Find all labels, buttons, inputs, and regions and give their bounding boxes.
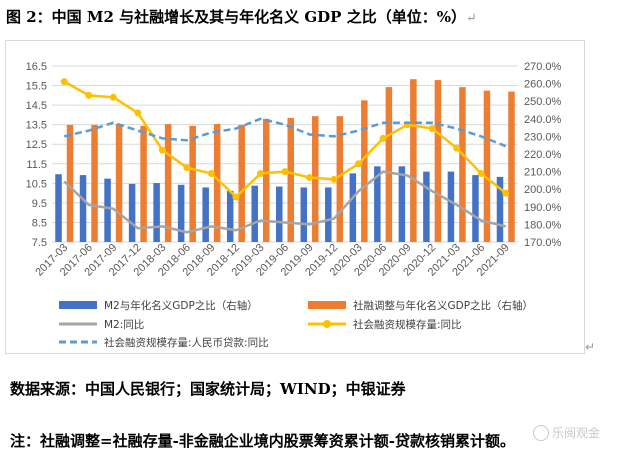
- point-sf-yoy: [330, 175, 338, 183]
- y-right-tick-label: 220.0%: [524, 149, 562, 161]
- legend-label: 社融调整与年化名义GDP之比（右轴）: [353, 299, 533, 312]
- chart-svg: 7.5 8.5 9.5 10.5 11.5 12.5 13.5 14.5 15.5 16.5 170…: [26, 61, 562, 349]
- legend-label: 社会融资规模存量:人民币贷款:同比: [104, 336, 269, 349]
- y-left-tick-label: 10.5: [26, 178, 47, 190]
- bar-m2-gdp: [423, 171, 430, 242]
- point-sf-yoy: [355, 160, 363, 168]
- bar-sf-gdp: [287, 117, 294, 242]
- bar-sf-gdp: [336, 116, 344, 242]
- paragraph-mark-icon: ↵: [465, 11, 477, 26]
- bar-m2-gdp: [300, 187, 308, 242]
- bar-m2-gdp: [325, 187, 332, 242]
- bar-sf-gdp: [140, 125, 147, 242]
- y-left-tick-label: 11.5: [26, 159, 47, 171]
- line-sf-loan-yoy: [63, 117, 507, 148]
- y-right-tick-label: 210.0%: [524, 167, 562, 179]
- point-sf-yoy: [379, 134, 387, 142]
- point-sf-yoy: [502, 189, 510, 197]
- point-sf-yoy: [109, 93, 117, 101]
- y-right-tick-label: 190.0%: [524, 202, 562, 214]
- bar-sf-gdp: [238, 124, 245, 242]
- y-left-tick-label: 7.5: [32, 237, 47, 249]
- y-right-tick-label: 200.0%: [524, 184, 562, 196]
- y-right-tick-label: 230.0%: [524, 131, 562, 143]
- bar-sf-gdp: [189, 125, 196, 242]
- y-left-tick-label: 16.5: [26, 61, 47, 73]
- bar-sf-gdp: [483, 90, 491, 242]
- bar-m2-gdp: [226, 190, 234, 242]
- bar-sf-gdp: [66, 124, 74, 242]
- legend-label: M2:同比: [104, 318, 144, 331]
- point-sf-yoy: [60, 78, 68, 86]
- point-sf-yoy: [477, 170, 485, 178]
- figure-title: 图 2：中国 M2 与社融增长及其与年化名义 GDP 之比（单位：%）↵: [6, 6, 477, 27]
- y-right-tick-label: 250.0%: [524, 96, 562, 108]
- point-sf-yoy: [281, 168, 289, 176]
- point-sf-yoy: [256, 170, 264, 178]
- y-left-tick-label: 12.5: [26, 139, 47, 151]
- bar-m2-gdp: [128, 183, 136, 242]
- y-right-tick-label: 260.0%: [524, 79, 562, 91]
- legend-swatch: [59, 301, 97, 309]
- point-sf-yoy: [232, 193, 240, 201]
- bar-m2-gdp: [55, 174, 62, 242]
- bar-m2-gdp: [374, 166, 381, 242]
- chart-note: 注：社融调整=社融存量-非金融企业境内股票筹资累计额-贷款核销累计额。: [10, 432, 516, 450]
- point-sf-yoy: [453, 144, 461, 152]
- bar-m2-gdp: [202, 187, 209, 242]
- bar-sf-gdp: [213, 124, 221, 242]
- y-left-tick-label: 15.5: [26, 81, 47, 93]
- watermark-logo-icon: [533, 424, 549, 441]
- y-left-tick-label: 13.5: [26, 120, 47, 132]
- bar-m2-gdp: [472, 175, 479, 242]
- bar-sf-gdp: [361, 100, 368, 242]
- point-sf-yoy: [183, 164, 191, 172]
- point-sf-yoy: [207, 170, 215, 178]
- legend-swatch-marker: [323, 320, 331, 328]
- point-sf-yoy: [428, 125, 436, 133]
- line-m2-yoy: [63, 170, 507, 234]
- y-right-tick-label: 240.0%: [524, 114, 562, 126]
- bar-sf-gdp: [91, 124, 98, 242]
- bar-m2-gdp: [251, 185, 258, 242]
- figure-title-text: 图 2：中国 M2 与社融增长及其与年化名义 GDP 之比（单位：%）: [6, 8, 466, 26]
- y-left-tick-label: 9.5: [32, 198, 47, 210]
- bar-m2-gdp: [104, 178, 111, 242]
- legend-label: 社会融资规模存量:同比: [353, 318, 462, 331]
- point-sf-yoy: [306, 173, 314, 181]
- y-right-tick-label: 170.0%: [524, 237, 562, 249]
- point-sf-yoy: [158, 146, 166, 154]
- point-sf-yoy: [134, 109, 142, 117]
- bar-m2-gdp: [398, 166, 406, 242]
- bar-sf-gdp: [115, 124, 123, 242]
- y-left-tick-label: 8.5: [32, 217, 47, 229]
- bar-sf-gdp: [459, 87, 466, 242]
- y-right-tick-label: 180.0%: [524, 219, 562, 231]
- legend-swatch: [308, 301, 346, 309]
- chart-container: 7.5 8.5 9.5 10.5 11.5 12.5 13.5 14.5 15.5 16.5 170…: [5, 40, 585, 354]
- watermark-text: 乐阅观金: [552, 426, 601, 440]
- bar-m2-gdp: [276, 186, 283, 242]
- watermark: 乐阅观金: [533, 424, 600, 441]
- bar-m2-gdp: [496, 176, 504, 242]
- point-sf-yoy: [85, 91, 93, 99]
- bar-sf-gdp: [410, 79, 417, 242]
- bar-sf-gdp: [164, 124, 172, 242]
- bar-m2-gdp: [349, 173, 357, 242]
- bar-sf-gdp: [508, 91, 515, 242]
- bar-m2-gdp: [79, 175, 87, 242]
- y-left-tick-label: 14.5: [26, 100, 47, 112]
- bar-sf-gdp: [262, 118, 270, 242]
- paragraph-mark-icon: ↵: [585, 340, 596, 354]
- data-source: 数据来源：中国人民银行；国家统计局；WIND；中银证券: [10, 380, 406, 398]
- bar-m2-gdp: [153, 183, 160, 242]
- bar-m2-gdp: [177, 184, 185, 242]
- bar-sf-gdp: [385, 87, 393, 242]
- bar-sf-gdp: [434, 80, 442, 242]
- legend-label: M2与年化名义GDP之比（右轴）: [104, 299, 258, 312]
- bar-m2-gdp: [447, 171, 455, 242]
- y-right-tick-label: 270.0%: [524, 61, 562, 73]
